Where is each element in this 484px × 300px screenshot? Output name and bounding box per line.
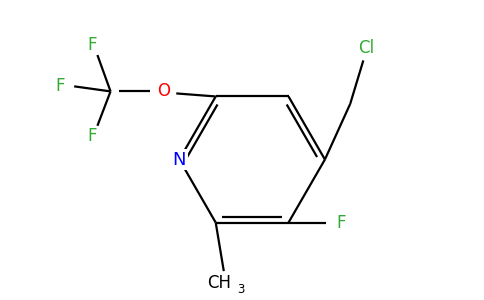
Text: Cl: Cl	[358, 39, 375, 57]
Text: F: F	[55, 77, 65, 95]
Text: F: F	[88, 127, 97, 145]
Text: N: N	[173, 151, 186, 169]
Text: F: F	[336, 214, 346, 232]
Text: O: O	[157, 82, 169, 100]
Text: 3: 3	[237, 283, 245, 296]
Text: CH: CH	[207, 274, 231, 292]
Text: F: F	[88, 36, 97, 54]
